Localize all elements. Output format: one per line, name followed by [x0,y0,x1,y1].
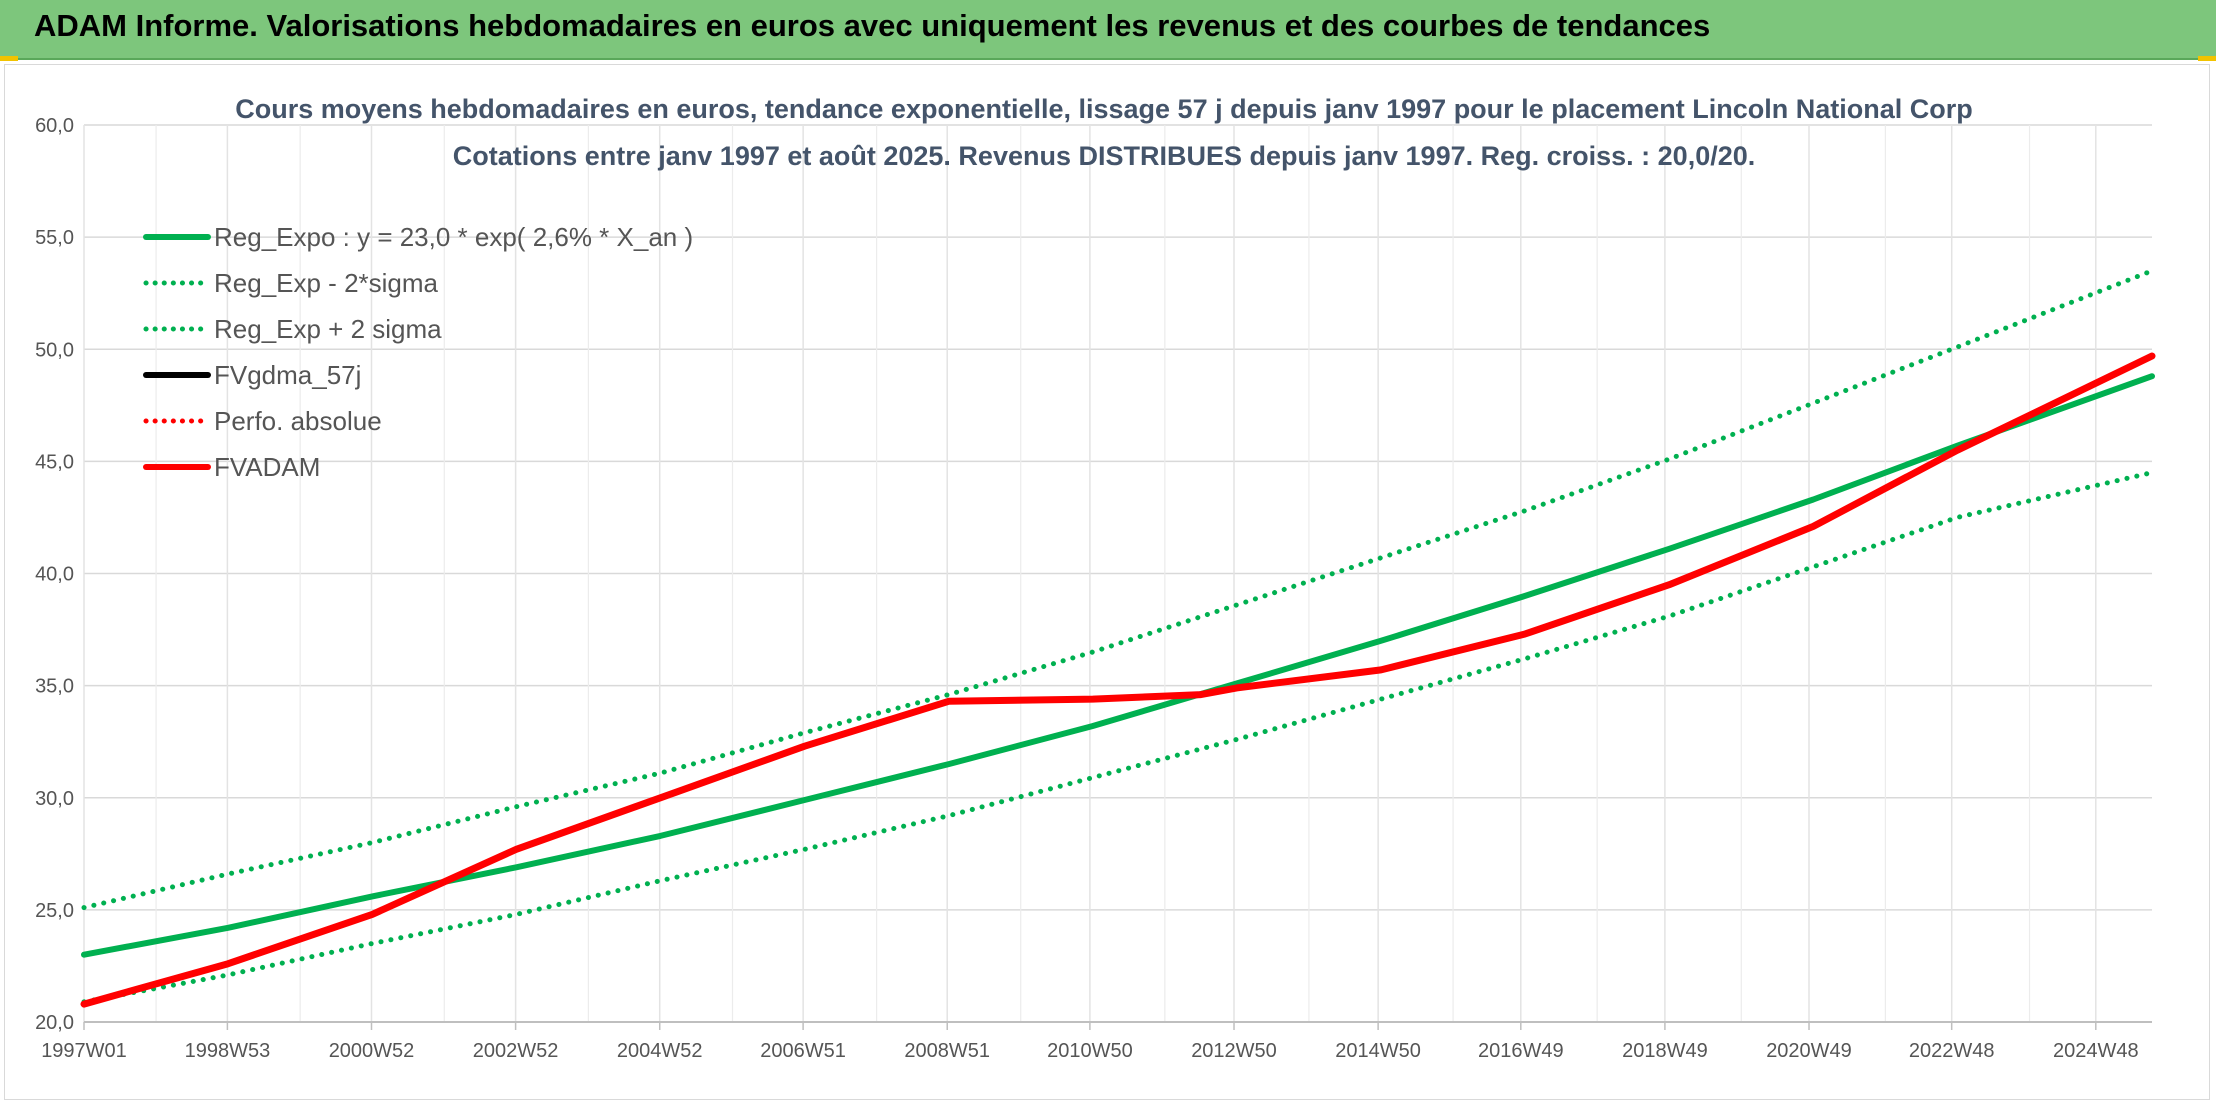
report-banner: ADAM Informe. Valorisations hebdomadaire… [0,0,2216,60]
y-axis-ticks: 20,0 25,0 30,0 35,0 40,0 45,0 50,0 55,0 60,0 [35,115,74,1034]
legend-entry: FVgdma_57j [214,360,361,390]
series-line-regexpo [81,373,2155,958]
y-tick-label: 45,0 [35,451,74,473]
y-tick-label: 35,0 [35,676,74,698]
series-line-regexp [81,268,2155,911]
x-tick-label: 2004W52 [617,1040,703,1062]
x-tick-label: 2020W49 [1766,1040,1852,1062]
x-tick-label: 2024W48 [2053,1040,2139,1062]
legend-entry: Reg_Exp + 2 sigma [214,314,442,344]
series-line-regexp [81,470,2155,1005]
x-tick-label: 2008W51 [904,1040,990,1062]
y-tick-label: 55,0 [35,227,74,249]
x-tick-label: 2006W51 [760,1040,846,1062]
x-tick-label: 2000W52 [329,1040,415,1062]
y-tick-label: 50,0 [35,339,74,361]
y-tick-label: 25,0 [35,900,74,922]
x-tick-label: 1998W53 [185,1040,271,1062]
x-tick-label: 2022W48 [1909,1040,1995,1062]
legend-entry: Perfo. absolue [214,406,382,436]
corner-mark [2198,56,2216,61]
x-axis-ticks: 1997W01 1998W53 2000W52 2002W52 2004W52 2006W… [41,1021,2152,1062]
x-tick-label: 2014W50 [1335,1040,1421,1062]
chart-title: Cours moyens hebdomadaires en euros, ten… [235,94,1973,124]
x-tick-label: 2018W49 [1622,1040,1708,1062]
chart-legend: Reg_Expo : y = 23,0 * exp( 2,6% * X_an )… [143,222,693,482]
x-tick-label: 2012W50 [1191,1040,1277,1062]
chart-subtitle: Cotations entre janv 1997 et août 2025. … [453,141,1756,171]
x-tick-label: 2016W49 [1478,1040,1564,1062]
x-tick-label: 2010W50 [1047,1040,1133,1062]
corner-mark [0,56,18,61]
series-line-fvadam [80,352,2156,1008]
legend-entry: FVADAM [214,452,320,482]
x-tick-label: 1997W01 [41,1040,127,1062]
legend-entry: Reg_Exp - 2*sigma [214,268,439,298]
x-tick-label: 2002W52 [473,1040,559,1062]
y-tick-label: 30,0 [35,788,74,810]
y-tick-label: 40,0 [35,564,74,586]
grid-lines [83,124,2152,1023]
chart-frame [4,64,2210,1100]
y-tick-label: 20,0 [35,1012,74,1034]
legend-entry: Reg_Expo : y = 23,0 * exp( 2,6% * X_an ) [214,222,693,252]
series-lines [80,268,2156,1008]
y-tick-label: 60,0 [35,115,74,137]
report-title: ADAM Informe. Valorisations hebdomadaire… [34,8,1711,43]
